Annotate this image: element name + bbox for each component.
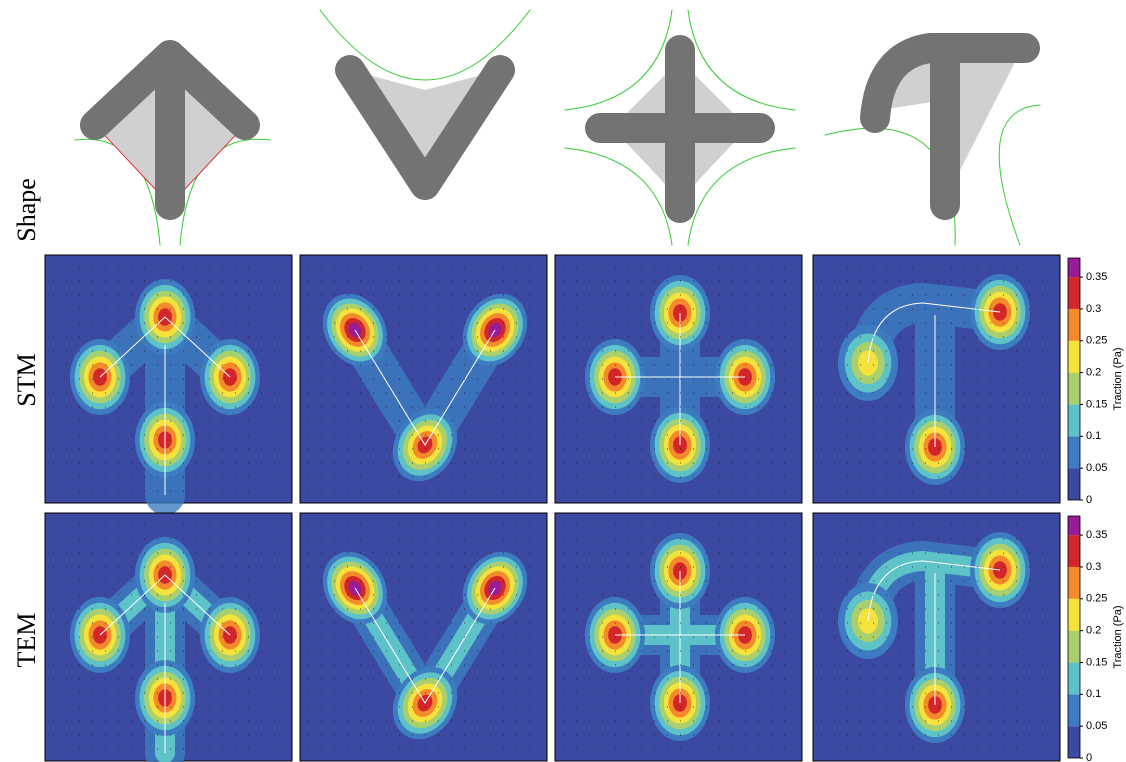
colorbar-segment [1068,372,1080,405]
colorbar-segment [1068,516,1080,536]
colorbar-tick-label: 0.2 [1086,367,1101,379]
colorbar-segment [1068,726,1080,758]
colorbar-tick-label: 0.3 [1086,303,1101,315]
colorbar-tick-label: 0 [1086,752,1092,762]
colorbar-segment [1068,535,1080,567]
colorbar-tick-label: 0.35 [1086,529,1107,541]
colorbar-tick-label: 0.05 [1086,720,1107,732]
colorbar-tick-label: 0.3 [1086,561,1101,573]
cell-outline [99,574,231,753]
heatmap-panel [812,512,1061,762]
colorbar-tick-label: 0 [1086,494,1092,506]
colorbar-segment [1068,566,1080,599]
colorbar-frame [1067,257,1081,501]
colorbar-segment [1068,277,1080,309]
colorbar-label: Traction (Pa) [1112,605,1124,668]
cell-outline [867,560,1001,705]
heatmap-panel [299,254,548,504]
colorbar-label: Traction (Pa) [1112,347,1124,410]
cell-outline [99,316,231,495]
colorbar-tick-label: 0.05 [1086,462,1107,474]
cell-outline [354,329,496,446]
traction-contour [858,350,878,376]
colorbar-tick-label: 0.35 [1086,271,1107,283]
colorbar-segment [1068,630,1080,663]
colorbar-segment [1068,468,1080,500]
heatmap-panel [812,254,1061,504]
colorbar-segment [1068,598,1080,631]
colorbar-segment [1068,258,1080,278]
colorbar-segment [1068,694,1080,727]
panels [44,254,1061,762]
colorbar-segment [1068,662,1080,695]
colorbar-tick-label: 0.1 [1086,688,1101,700]
row-label: TEM [12,613,41,668]
colorbar-tick-label: 0.1 [1086,430,1101,442]
colorbar-segment [1068,308,1080,341]
colorbar-segment [1068,340,1080,373]
cell-outline [867,302,1001,447]
colorbar-segment [1068,404,1080,437]
cell-outline [354,587,496,704]
colorbar-frame [1067,515,1081,759]
colorbar-tick-label: 0.15 [1086,656,1107,668]
colorbar-tick-label: 0.15 [1086,398,1107,410]
heatmap-panel [44,254,293,515]
heatmap-panel [554,254,803,504]
colorbar-tick-label: 0.2 [1086,625,1101,637]
heatmap-panel [299,512,548,762]
colorbar-tick-label: 0.25 [1086,593,1107,605]
row-label: Shape [12,178,41,242]
colorbar-tick-label: 0.25 [1086,335,1107,347]
heatmap-panel [44,512,293,762]
colorbar-segment [1068,436,1080,469]
shape-row [74,9,1041,246]
row-label: STM [12,353,41,406]
heatmap-panel [554,512,803,762]
